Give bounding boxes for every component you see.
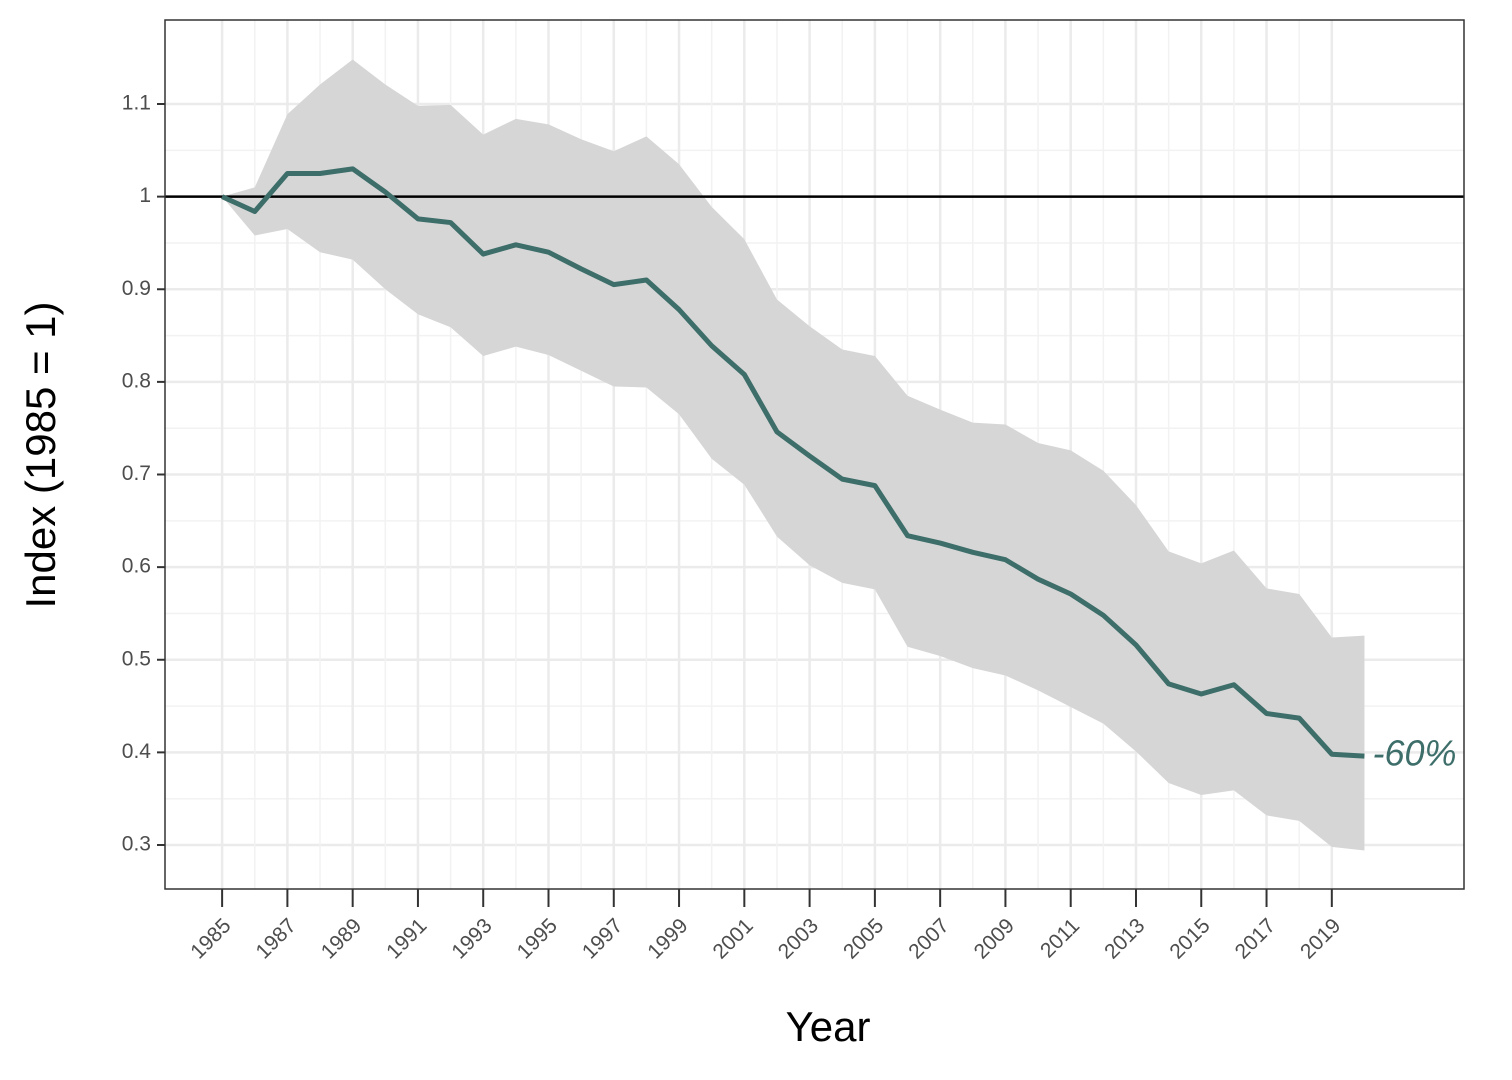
x-tick-label: 2011 (1036, 914, 1084, 962)
y-tick-label: 1 (139, 184, 151, 207)
confidence-band (222, 59, 1365, 851)
x-tick-label: 1991 (382, 914, 431, 963)
x-tick-label: 2013 (1100, 914, 1149, 963)
y-tick-label: 0.9 (122, 277, 151, 300)
x-tick-label: 1985 (186, 914, 235, 963)
x-tick-label: 2017 (1231, 914, 1280, 963)
end-annotation: -60% (1372, 733, 1456, 774)
plot-border (164, 19, 1465, 890)
x-tick-label: 2003 (774, 914, 823, 963)
x-tick-label: 1997 (578, 914, 627, 963)
y-tick-label: 0.4 (122, 740, 152, 763)
y-tick-label: 0.8 (122, 369, 151, 392)
x-tick-label: 2015 (1165, 914, 1214, 963)
y-tick-label: 0.6 (122, 555, 151, 578)
y-tick-label: 0.5 (122, 647, 151, 670)
index-line (221, 166, 1365, 759)
y-tick-label: 0.3 (122, 833, 151, 856)
y-axis-title: Index (1985 = 1) (17, 301, 64, 608)
x-tick-label: 2001 (708, 914, 757, 963)
y-tick-label: 0.7 (122, 462, 151, 485)
x-tick-label: 1989 (317, 914, 366, 963)
x-tick-label: 1995 (513, 914, 562, 963)
x-tick-label: 2019 (1296, 914, 1345, 963)
x-tick-label: 1987 (252, 914, 301, 963)
y-tick-label: 1.1 (122, 92, 151, 115)
x-tick-label: 2005 (839, 914, 888, 963)
x-tick-label: 1999 (643, 914, 692, 963)
x-tick-label: 1993 (447, 914, 496, 963)
x-axis-title: Year (786, 1003, 871, 1050)
x-tick-label: 2009 (970, 914, 1019, 963)
x-tick-label: 2007 (904, 914, 953, 963)
